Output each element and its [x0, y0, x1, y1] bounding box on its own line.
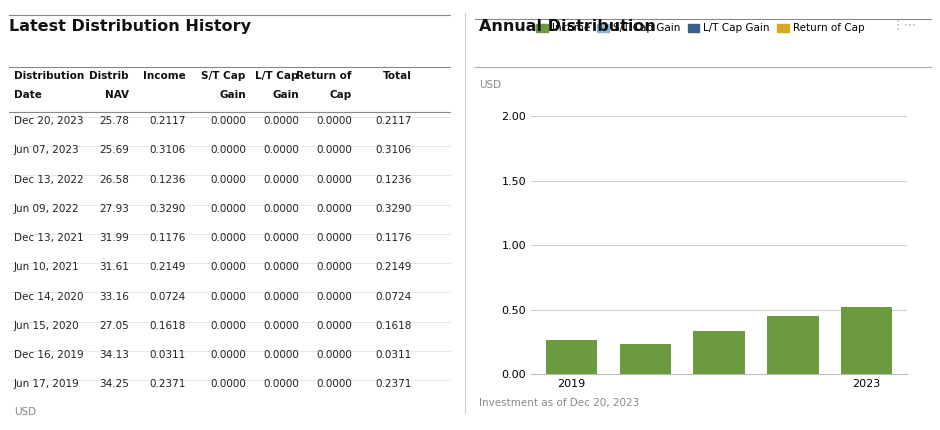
Text: 0.0000: 0.0000 [210, 175, 245, 184]
Text: Dec 13, 2022: Dec 13, 2022 [14, 175, 84, 184]
Text: 0.0000: 0.0000 [316, 145, 352, 155]
Text: Total: Total [383, 71, 412, 81]
Text: 0.2117: 0.2117 [375, 116, 412, 126]
Text: Latest Distribution History: Latest Distribution History [9, 19, 251, 34]
Text: 0.0000: 0.0000 [263, 262, 299, 272]
Text: 0.0000: 0.0000 [263, 204, 299, 214]
Bar [767, 316, 819, 374]
Text: 0.0000: 0.0000 [263, 175, 299, 184]
Text: 31.61: 31.61 [99, 262, 129, 272]
Text: 0.2149: 0.2149 [375, 262, 412, 272]
Text: Distrib: Distrib [89, 71, 129, 81]
Text: 25.69: 25.69 [99, 145, 129, 155]
Text: 0.0000: 0.0000 [263, 233, 299, 243]
Text: 0.0000: 0.0000 [263, 145, 299, 155]
Text: 0.0000: 0.0000 [316, 262, 352, 272]
Bar [694, 331, 744, 374]
Text: 0.2117: 0.2117 [149, 116, 186, 126]
Text: Gain: Gain [273, 90, 299, 100]
Text: Distribution: Distribution [14, 71, 84, 81]
Text: 27.93: 27.93 [99, 204, 129, 214]
Bar [619, 344, 671, 374]
Text: 27.05: 27.05 [99, 321, 129, 331]
Text: 0.1176: 0.1176 [375, 233, 412, 243]
Text: 0.0000: 0.0000 [263, 350, 299, 360]
Text: 0.0000: 0.0000 [316, 292, 352, 301]
Text: 0.2371: 0.2371 [375, 379, 412, 389]
Text: ⋮⋯: ⋮⋯ [891, 19, 916, 32]
Text: 0.0000: 0.0000 [316, 321, 352, 331]
Text: 0.0000: 0.0000 [210, 116, 245, 126]
Text: Dec 20, 2023: Dec 20, 2023 [14, 116, 84, 126]
Text: 0.1236: 0.1236 [149, 175, 186, 184]
Text: 25.78: 25.78 [99, 116, 129, 126]
Text: Jun 09, 2022: Jun 09, 2022 [14, 204, 80, 214]
Text: 0.0724: 0.0724 [149, 292, 186, 301]
Text: 0.0000: 0.0000 [210, 379, 245, 389]
Text: Gain: Gain [219, 90, 245, 100]
Text: 0.1236: 0.1236 [375, 175, 412, 184]
Bar [546, 340, 598, 374]
Text: 0.0000: 0.0000 [210, 262, 245, 272]
Text: 0.0000: 0.0000 [316, 233, 352, 243]
Text: 33.16: 33.16 [99, 292, 129, 301]
Text: Return of: Return of [296, 71, 352, 81]
Text: 0.0724: 0.0724 [375, 292, 412, 301]
Text: USD: USD [479, 80, 502, 89]
Text: 0.3106: 0.3106 [149, 145, 186, 155]
Text: 0.0000: 0.0000 [210, 145, 245, 155]
Text: Jun 07, 2023: Jun 07, 2023 [14, 145, 80, 155]
Text: Jun 10, 2021: Jun 10, 2021 [14, 262, 80, 272]
Legend: Income, S/T Cap Gain, L/T Cap Gain, Return of Cap: Income, S/T Cap Gain, L/T Cap Gain, Retu… [537, 23, 865, 33]
Text: 26.58: 26.58 [99, 175, 129, 184]
Bar [840, 307, 892, 374]
Text: USD: USD [14, 407, 36, 417]
Text: 0.3290: 0.3290 [149, 204, 186, 214]
Text: 0.0000: 0.0000 [210, 204, 245, 214]
Text: 0.2371: 0.2371 [149, 379, 186, 389]
Text: 0.3106: 0.3106 [375, 145, 412, 155]
Text: Cap: Cap [330, 90, 352, 100]
Text: Annual Distribution: Annual Distribution [479, 19, 656, 34]
Text: Investment as of Dec 20, 2023: Investment as of Dec 20, 2023 [479, 398, 639, 408]
Text: 0.0000: 0.0000 [210, 321, 245, 331]
Text: 0.3290: 0.3290 [375, 204, 412, 214]
Text: Jun 17, 2019: Jun 17, 2019 [14, 379, 80, 389]
Text: 0.0000: 0.0000 [210, 292, 245, 301]
Text: 0.2149: 0.2149 [149, 262, 186, 272]
Text: 0.0311: 0.0311 [149, 350, 186, 360]
Text: Date: Date [14, 90, 41, 100]
Text: 0.0000: 0.0000 [263, 116, 299, 126]
Text: 0.0000: 0.0000 [210, 350, 245, 360]
Text: 0.0000: 0.0000 [316, 350, 352, 360]
Text: 0.1618: 0.1618 [375, 321, 412, 331]
Text: Income: Income [144, 71, 186, 81]
Text: 0.0000: 0.0000 [316, 204, 352, 214]
Text: Dec 13, 2021: Dec 13, 2021 [14, 233, 84, 243]
Text: 0.0000: 0.0000 [263, 321, 299, 331]
Text: L/T Cap: L/T Cap [256, 71, 299, 81]
Text: 0.0311: 0.0311 [375, 350, 412, 360]
Text: 0.1176: 0.1176 [149, 233, 186, 243]
Text: 0.0000: 0.0000 [316, 175, 352, 184]
Text: 0.0000: 0.0000 [316, 116, 352, 126]
Text: 0.0000: 0.0000 [263, 379, 299, 389]
Text: 34.25: 34.25 [99, 379, 129, 389]
Text: 0.0000: 0.0000 [263, 292, 299, 301]
Text: 31.99: 31.99 [99, 233, 129, 243]
Text: Jun 15, 2020: Jun 15, 2020 [14, 321, 80, 331]
Text: 0.0000: 0.0000 [316, 379, 352, 389]
Text: NAV: NAV [104, 90, 129, 100]
Text: S/T Cap: S/T Cap [201, 71, 245, 81]
Text: 34.13: 34.13 [99, 350, 129, 360]
Text: 0.0000: 0.0000 [210, 233, 245, 243]
Text: 0.1618: 0.1618 [149, 321, 186, 331]
Text: Dec 16, 2019: Dec 16, 2019 [14, 350, 84, 360]
Text: Dec 14, 2020: Dec 14, 2020 [14, 292, 84, 301]
